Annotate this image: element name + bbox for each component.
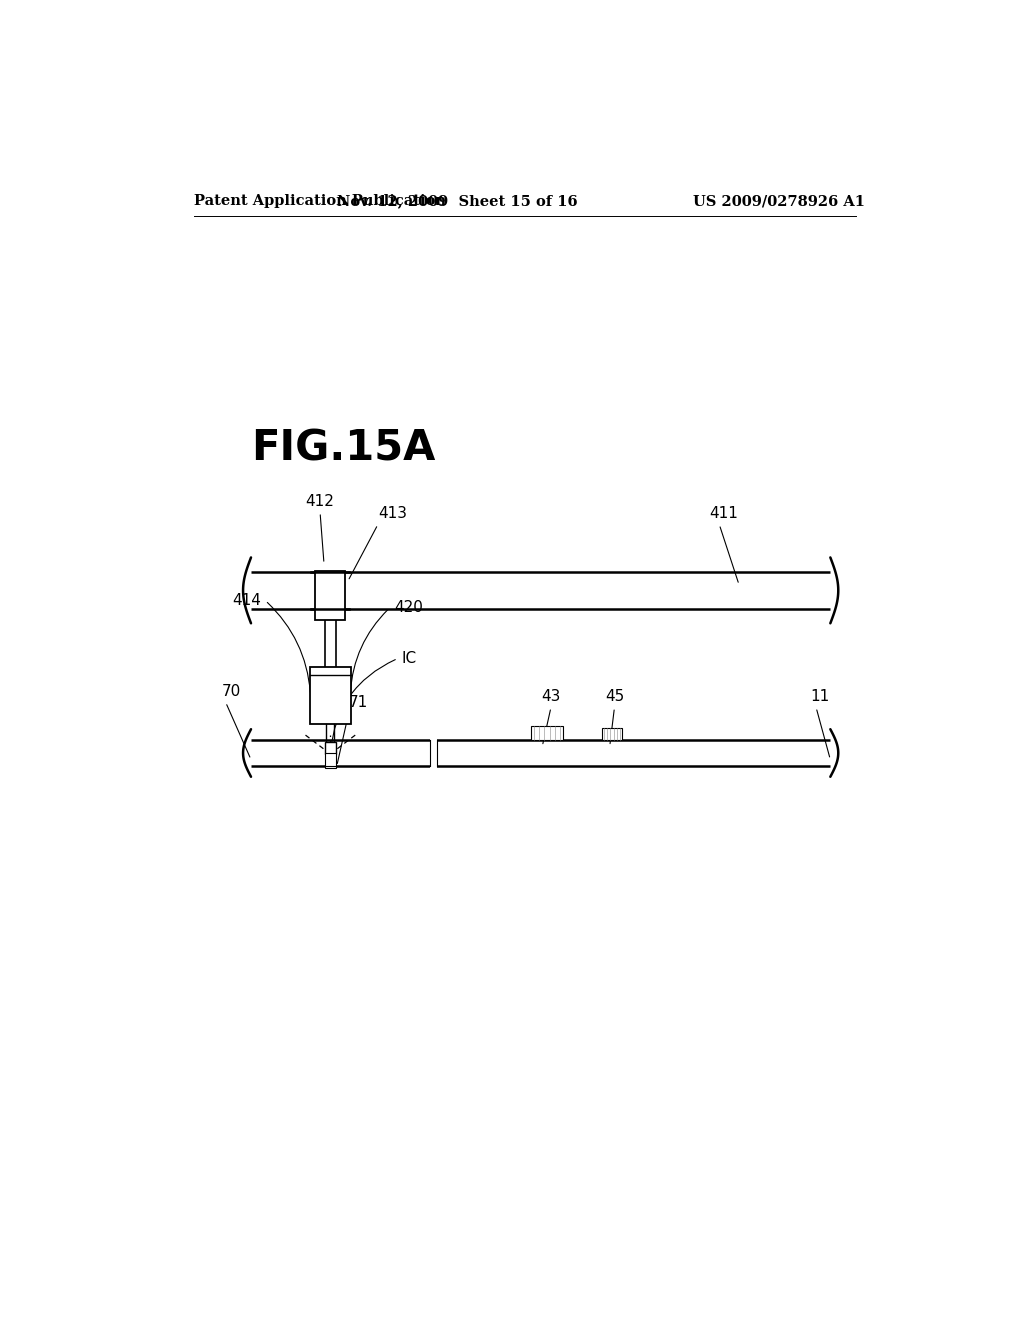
Text: 412: 412 [305,494,335,510]
Bar [602,727,622,739]
Bar [309,667,351,723]
Text: 70: 70 [221,684,241,700]
Bar [325,742,336,754]
Text: 11: 11 [810,689,829,704]
Text: 45: 45 [605,689,624,704]
Bar [531,726,563,739]
Text: 71: 71 [348,696,368,710]
Text: 414: 414 [232,593,261,609]
Text: Patent Application Publication: Patent Application Publication [194,194,445,209]
Bar [430,738,436,768]
Text: FIG.15A: FIG.15A [251,428,435,469]
Text: 411: 411 [709,507,737,521]
Text: US 2009/0278926 A1: US 2009/0278926 A1 [693,194,864,209]
Text: 43: 43 [542,689,561,704]
Bar [325,752,336,768]
Bar [315,570,345,619]
Text: IC: IC [401,651,417,667]
Text: 413: 413 [378,507,407,521]
Text: Nov. 12, 2009  Sheet 15 of 16: Nov. 12, 2009 Sheet 15 of 16 [337,194,578,209]
Text: 420: 420 [394,601,423,615]
